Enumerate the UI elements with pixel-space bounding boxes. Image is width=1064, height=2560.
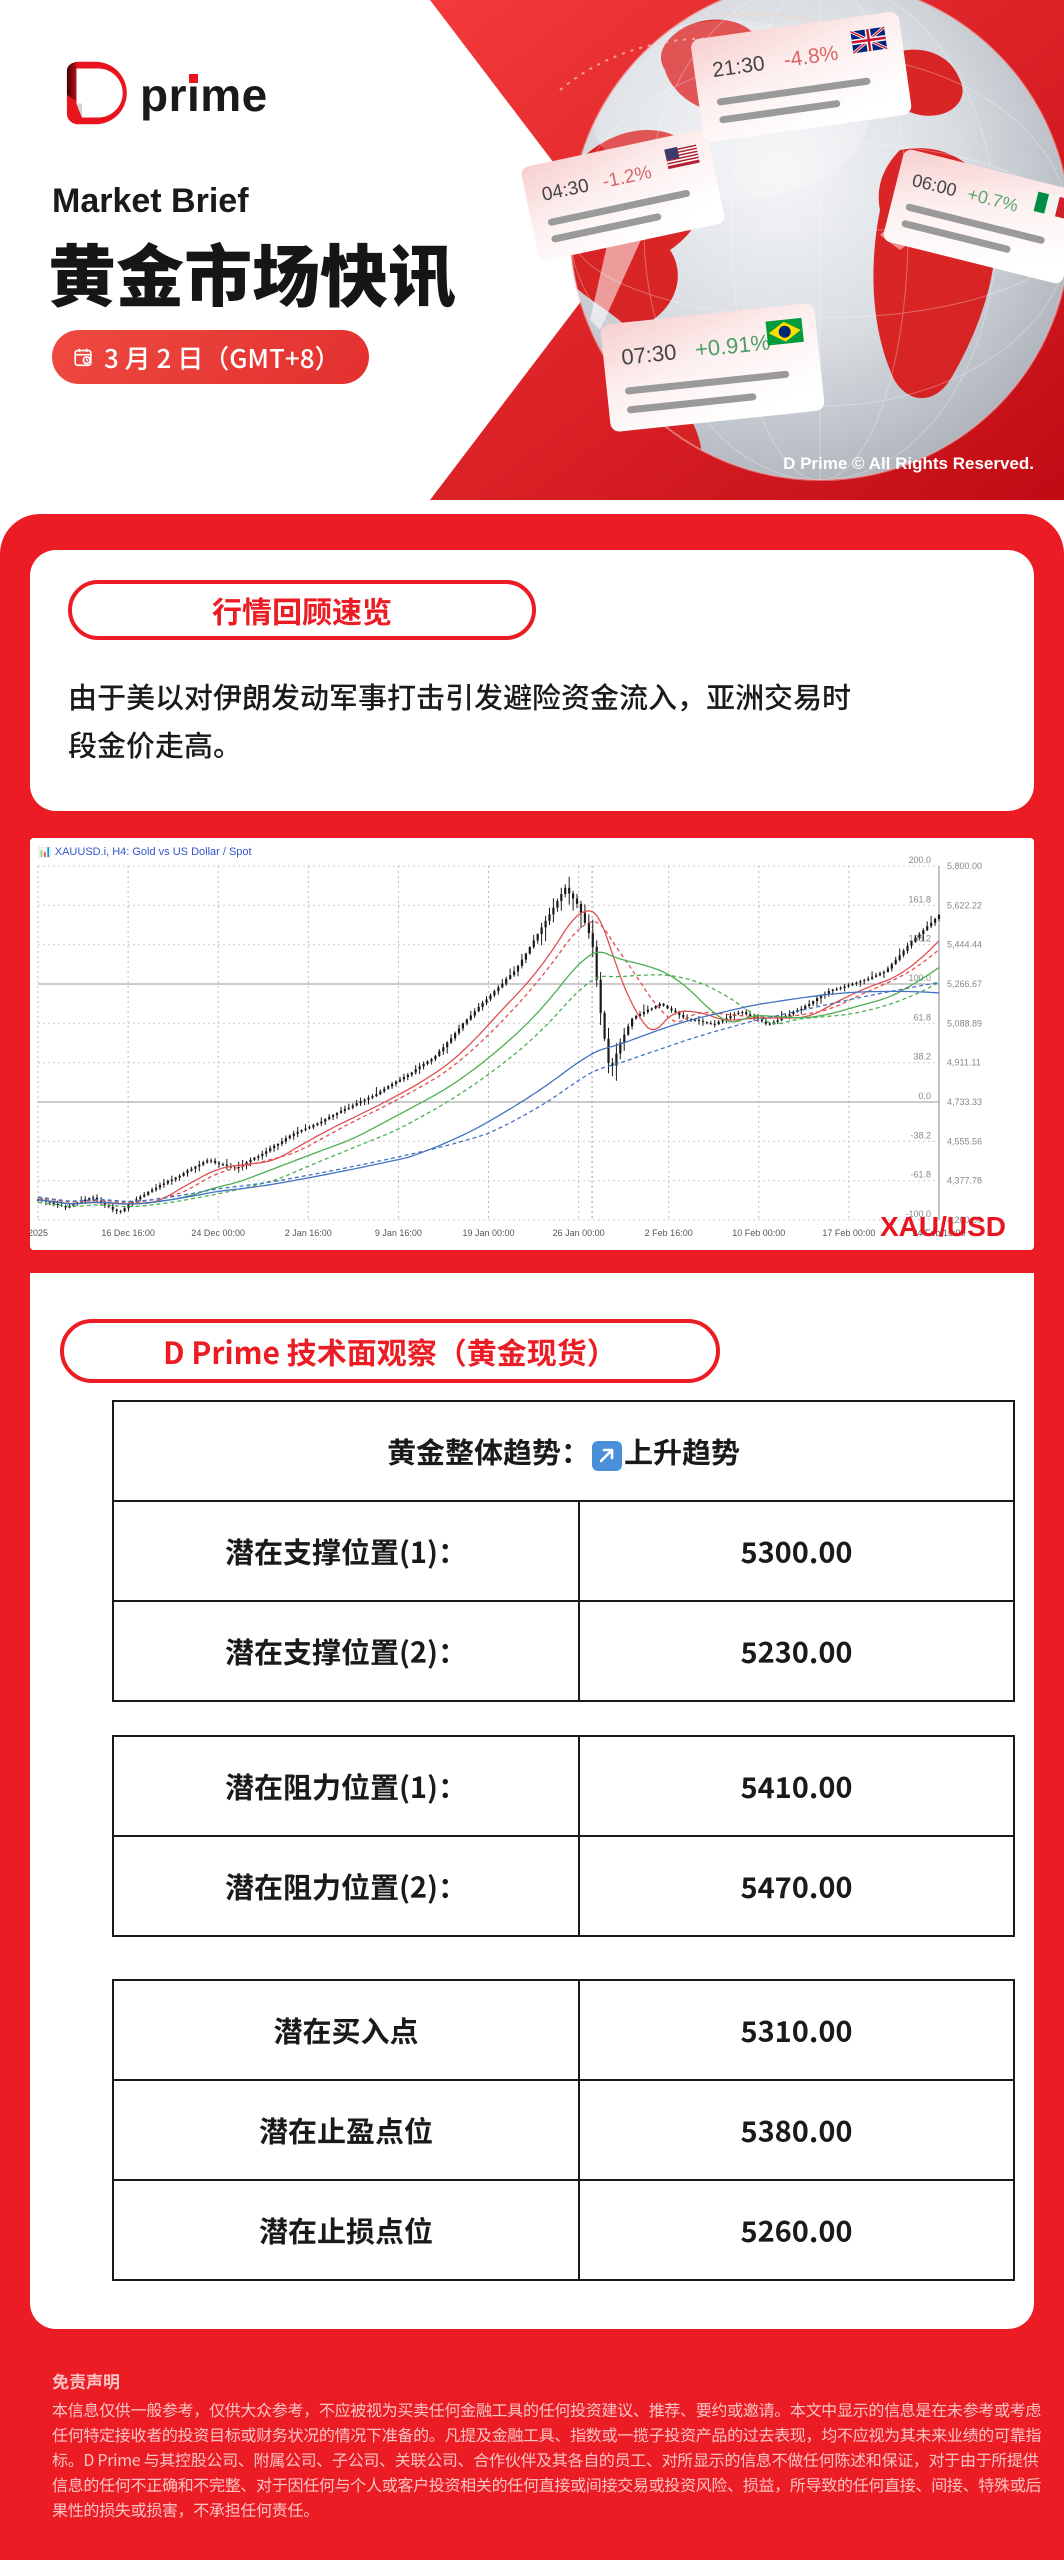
svg-text:5,800.00: 5,800.00	[947, 861, 982, 871]
svg-text:9 Jan 16:00: 9 Jan 16:00	[375, 1228, 422, 1238]
svg-text:24 Dec 00:00: 24 Dec 00:00	[191, 1228, 245, 1238]
svg-text:2 Jan 16:00: 2 Jan 16:00	[285, 1228, 332, 1238]
svg-text:📊 XAUUSD.i, H4: Gold vs US D: 📊 XAUUSD.i, H4: Gold vs US Dollar / Spot	[38, 845, 252, 858]
svg-text:0.0: 0.0	[918, 1091, 931, 1101]
svg-text:XAU/USD: XAU/USD	[880, 1211, 1006, 1242]
svg-text:4,377.78: 4,377.78	[947, 1176, 982, 1186]
svg-text:4,911.11: 4,911.11	[947, 1058, 981, 1068]
svg-text:38.2: 38.2	[913, 1052, 931, 1062]
svg-text:4,555.56: 4,555.56	[947, 1136, 982, 1146]
svg-text:200.0: 200.0	[908, 855, 931, 865]
svg-text:2025: 2025	[30, 1228, 48, 1238]
svg-text:5,444.44: 5,444.44	[947, 940, 982, 950]
svg-text:19 Jan 00:00: 19 Jan 00:00	[462, 1228, 514, 1238]
svg-text:26 Jan 00:00: 26 Jan 00:00	[553, 1228, 605, 1238]
svg-text:2 Feb 16:00: 2 Feb 16:00	[645, 1228, 693, 1238]
svg-text:61.8: 61.8	[913, 1012, 931, 1022]
svg-text:-61.8: -61.8	[910, 1170, 931, 1180]
svg-text:10 Feb 00:00: 10 Feb 00:00	[732, 1228, 785, 1238]
svg-text:16 Dec 16:00: 16 Dec 16:00	[101, 1228, 155, 1238]
svg-text:5,088.89: 5,088.89	[947, 1018, 982, 1028]
svg-text:5,622.22: 5,622.22	[947, 900, 982, 910]
svg-text:161.8: 161.8	[908, 894, 931, 904]
svg-text:17 Feb 00:00: 17 Feb 00:00	[822, 1228, 875, 1238]
svg-text:5,266.67: 5,266.67	[947, 979, 982, 989]
svg-text:4,733.33: 4,733.33	[947, 1097, 982, 1107]
svg-text:-38.2: -38.2	[910, 1130, 931, 1140]
